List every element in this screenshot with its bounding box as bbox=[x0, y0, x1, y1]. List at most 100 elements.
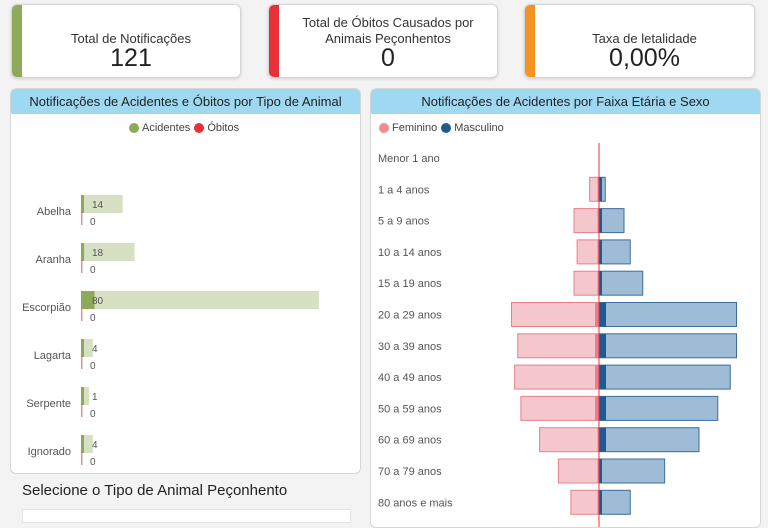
bar-masculino bbox=[598, 333, 737, 359]
bar-masculino-highlight bbox=[599, 459, 602, 483]
bar-acidentes bbox=[81, 195, 123, 213]
bar-acidentes-highlight bbox=[81, 435, 84, 453]
legend-acidentes-label[interactable]: Acidentes bbox=[142, 122, 191, 134]
chart-legend: Acidentes Óbitos bbox=[125, 122, 239, 134]
bar-feminino-highlight bbox=[597, 177, 599, 202]
bar-masculino-highlight bbox=[599, 239, 602, 264]
bar-masculino-highlight bbox=[599, 490, 602, 515]
bar-feminino bbox=[557, 458, 600, 484]
bar-feminino-highlight bbox=[595, 365, 599, 390]
bar-acidentes-highlight bbox=[81, 195, 84, 213]
category-label: Lagarta bbox=[34, 350, 72, 362]
bar-feminino bbox=[520, 395, 600, 421]
age-group-label: 15 a 19 anos bbox=[378, 278, 442, 290]
bar-masculino-highlight bbox=[599, 333, 606, 358]
bar-feminino-highlight bbox=[597, 208, 599, 233]
kpi-label: Taxa de letalidade bbox=[592, 31, 697, 46]
animal-bar-chart: Abelha140Aranha180Escorpião800Lagarta40S… bbox=[22, 195, 319, 465]
bar-masculino bbox=[598, 302, 737, 327]
bar-feminino bbox=[573, 270, 600, 296]
kpi-label: Total de Notificações bbox=[71, 31, 191, 46]
kpi-value: 121 bbox=[110, 44, 152, 72]
bar-feminino bbox=[573, 208, 600, 234]
bar-masculino-highlight bbox=[599, 208, 602, 233]
legend-obitos-label[interactable]: Óbitos bbox=[207, 122, 240, 134]
bar-masculino bbox=[598, 395, 719, 421]
bar-masculino bbox=[598, 458, 666, 484]
bar-feminino-highlight bbox=[597, 459, 599, 483]
bar-acidentes bbox=[81, 387, 89, 405]
bar-feminino-highlight bbox=[597, 239, 599, 264]
kpi-accent-bar bbox=[269, 5, 279, 77]
data-label-acidentes: 14 bbox=[92, 200, 104, 211]
bar-obitos bbox=[81, 357, 83, 369]
bar-acidentes-highlight bbox=[81, 291, 95, 309]
bar-masculino bbox=[598, 239, 631, 265]
age-group-label: 50 a 59 anos bbox=[378, 403, 442, 415]
bar-feminino bbox=[517, 333, 600, 359]
bar-feminino bbox=[576, 239, 600, 265]
kpi-accent-bar bbox=[12, 5, 22, 77]
data-label-obitos: 0 bbox=[90, 265, 96, 276]
bar-masculino-highlight bbox=[599, 365, 606, 390]
bar-feminino-highlight bbox=[595, 333, 599, 358]
bar-masculino bbox=[598, 208, 625, 234]
age-group-label: Menor 1 ano bbox=[378, 153, 440, 165]
bar-masculino bbox=[598, 489, 631, 515]
age-group-label: 70 a 79 anos bbox=[378, 466, 442, 478]
legend-obitos-icon bbox=[194, 123, 205, 133]
age-group-label: 40 a 49 anos bbox=[378, 372, 442, 384]
panel-title: Notificações de Acidentes e Óbitos por T… bbox=[11, 89, 360, 114]
age-group-label: 5 a 9 anos bbox=[378, 216, 430, 228]
legend-feminino-label[interactable]: Feminino bbox=[392, 122, 438, 134]
animal-type-selector[interactable] bbox=[22, 509, 351, 523]
data-label-acidentes: 80 bbox=[92, 296, 104, 307]
panel-title: Notificações de Acidentes por Faixa Etár… bbox=[371, 89, 760, 114]
bar-obitos bbox=[81, 261, 83, 273]
bar-obitos bbox=[81, 405, 83, 417]
legend-masculino-label[interactable]: Masculino bbox=[454, 122, 504, 134]
data-label-obitos: 0 bbox=[90, 457, 96, 465]
data-label-obitos: 0 bbox=[90, 313, 96, 324]
age-group-label: 30 a 39 anos bbox=[378, 341, 442, 353]
pyramid-chart: Menor 1 ano 1 a 4 anos 5 a 9 anos 10 a 14 a… bbox=[378, 143, 737, 527]
bar-feminino bbox=[570, 489, 600, 515]
bar-masculino bbox=[598, 364, 731, 390]
age-group-label: 1 a 4 anos bbox=[378, 184, 430, 196]
age-group-label: 20 a 29 anos bbox=[378, 310, 442, 322]
bar-feminino-highlight bbox=[595, 396, 599, 421]
age-group-label: 80 anos e mais bbox=[378, 497, 453, 509]
kpi-total-notificacoes: Total de Notificações 121 bbox=[11, 4, 241, 78]
data-label-obitos: 0 bbox=[90, 217, 96, 228]
legend-masculino-icon bbox=[441, 123, 452, 133]
data-label-acidentes: 1 bbox=[92, 392, 98, 403]
age-group-label: 60 a 69 anos bbox=[378, 435, 442, 447]
kpi-total-obitos: Total de Óbitos Causados por Animais Peç… bbox=[268, 4, 498, 78]
bar-acidentes-highlight bbox=[81, 243, 85, 261]
panel-faixa-etaria-sexo: Notificações de Acidentes por Faixa Etár… bbox=[370, 88, 761, 528]
bar-masculino-highlight bbox=[599, 427, 606, 452]
data-label-obitos: 0 bbox=[90, 361, 96, 372]
bar-acidentes bbox=[81, 243, 135, 261]
bar-acidentes bbox=[81, 339, 93, 357]
bar-masculino-highlight bbox=[599, 396, 606, 421]
bar-feminino bbox=[511, 302, 600, 327]
bar-obitos bbox=[81, 453, 83, 465]
bar-masculino bbox=[598, 270, 644, 296]
bar-feminino-highlight bbox=[595, 302, 599, 327]
kpi-value: 0 bbox=[381, 44, 395, 72]
category-label: Escorpião bbox=[22, 302, 71, 314]
category-label: Aranha bbox=[36, 254, 72, 266]
bar-feminino-highlight bbox=[597, 490, 599, 515]
bar-acidentes bbox=[81, 435, 93, 453]
bar-acidentes-highlight bbox=[81, 339, 84, 357]
kpi-value: 0,00% bbox=[609, 44, 680, 72]
bar-feminino bbox=[539, 427, 600, 453]
data-label-acidentes: 4 bbox=[92, 440, 98, 451]
data-label-acidentes: 4 bbox=[92, 344, 98, 355]
data-label-acidentes: 18 bbox=[92, 248, 104, 259]
bar-masculino-highlight bbox=[599, 302, 606, 327]
bar-feminino bbox=[514, 364, 600, 390]
bar-acidentes-highlight bbox=[81, 387, 84, 405]
selector-title: Selecione o Tipo de Animal Peçonhento bbox=[22, 482, 288, 499]
